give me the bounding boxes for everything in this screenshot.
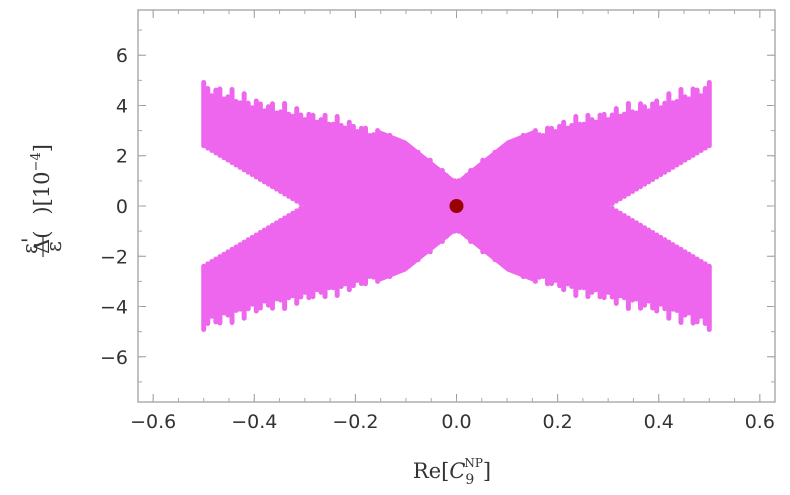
svg-text:Δ()[10−4]: Δ()[10−4] (29, 144, 54, 254)
y-tick-label: 4 (116, 95, 128, 117)
y-tick-label: −2 (100, 246, 128, 268)
x-tick-label: 0.6 (745, 411, 775, 433)
x-tick-label: 0.0 (441, 411, 471, 433)
y-axis-label: Δ()[10−4] ε' ε (18, 144, 66, 257)
svg-text:ε: ε (42, 241, 66, 252)
y-tick-label: 6 (116, 45, 128, 67)
data-cloud (201, 80, 712, 332)
x-tick-label: −0.4 (231, 411, 277, 433)
y-tick-label: 2 (116, 146, 128, 168)
svg-text:ε': ε' (18, 237, 42, 254)
y-tick-label: −4 (100, 297, 128, 319)
x-tick-label: −0.6 (130, 411, 176, 433)
x-tick-label: 0.4 (644, 411, 674, 433)
x-axis-ticks: −0.6 −0.4 −0.2 0.0 0.2 0.4 0.6 (130, 10, 775, 433)
x-tick-label: 0.2 (543, 411, 573, 433)
x-axis-label: Re[C9NP] (413, 456, 491, 488)
y-tick-label: 0 (116, 196, 128, 218)
marker-point (449, 199, 464, 213)
y-tick-label: −6 (100, 347, 128, 369)
x-tick-label: −0.2 (332, 411, 378, 433)
y-axis-ticks: −6 −4 −2 0 2 4 6 (100, 29, 775, 383)
